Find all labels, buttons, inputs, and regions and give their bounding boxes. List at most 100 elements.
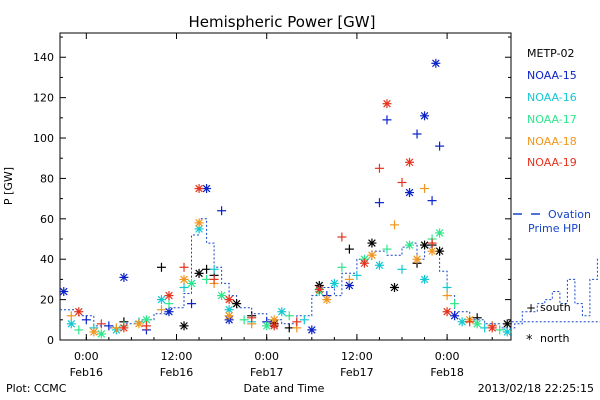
point-north-noaa-17: [435, 228, 445, 238]
x-tick-label-date: Feb16: [70, 366, 103, 379]
point-north-noaa-18: [224, 311, 234, 321]
x-axis: 0:00 Feb16 12:00 Feb16 0:00 Feb17 12:00 Feb17 0:…: [70, 33, 493, 379]
point-north-metp-02: [389, 282, 399, 292]
point-south-metp-02: [344, 244, 354, 254]
x-tick-label-time: 12:00: [161, 350, 193, 363]
point-south-noaa-17: [74, 325, 84, 335]
point-north-noaa-19: [119, 323, 129, 333]
point-south-metp-02: [284, 323, 294, 333]
point-south-noaa-16: [179, 282, 189, 292]
point-north-noaa-19: [487, 323, 497, 333]
legend-entry-noaa-18: NOAA-18: [527, 135, 577, 148]
legend-ovation-line2: Prime HPI: [528, 222, 581, 235]
point-north-noaa-19: [74, 307, 84, 317]
series-noaa-16: [66, 224, 512, 337]
point-north-noaa-18: [427, 246, 437, 256]
point-north-noaa-15: [164, 307, 174, 317]
point-south-noaa-15: [217, 206, 227, 216]
point-north-noaa-19: [269, 321, 279, 331]
point-north-metp-02: [367, 238, 377, 248]
x-tick-label-time: 12:00: [341, 350, 373, 363]
series-noaa-15: [59, 58, 497, 335]
point-south-noaa-19: [427, 238, 437, 248]
x-tick-label-date: Feb16: [160, 366, 193, 379]
point-south-noaa-19: [96, 319, 106, 329]
legend-north-symbol: *: [526, 333, 533, 348]
point-north-noaa-15: [344, 280, 354, 290]
point-north-noaa-18: [322, 295, 332, 305]
point-south-noaa-16: [299, 315, 309, 325]
point-north-noaa-16: [66, 319, 76, 329]
plot-credit: Plot: CCMC: [6, 382, 67, 395]
point-north-noaa-18: [367, 250, 377, 260]
point-south-noaa-18: [66, 311, 76, 321]
scatter-points: [59, 58, 512, 339]
point-south-noaa-15: [412, 129, 422, 139]
point-north-noaa-15: [431, 58, 441, 68]
point-north-noaa-16: [457, 317, 467, 327]
chart-title: Hemispheric Power [GW]: [189, 13, 376, 31]
legend-entry-noaa-16: NOAA-16: [527, 91, 577, 104]
point-south-noaa-19: [247, 313, 257, 323]
point-south-metp-02: [156, 262, 166, 272]
point-north-noaa-15: [450, 311, 460, 321]
point-south-noaa-16: [397, 264, 407, 274]
point-north-noaa-16: [329, 278, 339, 288]
x-tick-label-time: 0:00: [435, 350, 460, 363]
point-north-metp-02: [232, 299, 242, 309]
point-south-noaa-18: [442, 291, 452, 301]
point-south-noaa-17: [382, 244, 392, 254]
plot-frame: [59, 32, 512, 341]
point-north-noaa-18: [89, 327, 99, 337]
point-north-noaa-19: [382, 99, 392, 109]
point-south-noaa-19: [292, 317, 302, 327]
point-north-noaa-17: [405, 240, 415, 250]
point-south-noaa-17: [239, 315, 249, 325]
point-south-noaa-17: [202, 274, 212, 284]
y-tick-label: 40: [40, 253, 54, 266]
point-south-noaa-17: [164, 299, 174, 309]
x-axis-label: Date and Time: [244, 382, 325, 395]
point-north-noaa-16: [374, 260, 384, 270]
point-north-noaa-19: [405, 157, 415, 167]
point-south-noaa-19: [179, 262, 189, 272]
point-south-noaa-15: [104, 321, 114, 331]
point-north-noaa-17: [141, 315, 151, 325]
point-south-noaa-18: [111, 323, 121, 333]
point-south-noaa-17: [337, 262, 347, 272]
legend: METP-02 NOAA-15 NOAA-16 NOAA-17 NOAA-18 …: [513, 47, 591, 348]
point-north-noaa-16: [420, 274, 430, 284]
point-south-noaa-16: [209, 264, 219, 274]
y-tick-label: 80: [40, 172, 54, 185]
point-south-noaa-17: [450, 299, 460, 309]
point-north-metp-02: [194, 268, 204, 278]
point-south-noaa-15: [435, 141, 445, 151]
y-axis-label: P [GW]: [2, 167, 15, 205]
y-tick-label: 120: [33, 92, 54, 105]
series-noaa-17: [74, 228, 505, 339]
point-north-noaa-19: [314, 285, 324, 295]
y-tick-label: 140: [33, 51, 54, 64]
point-north-noaa-18: [412, 254, 422, 264]
point-north-noaa-15: [307, 325, 317, 335]
point-north-metp-02: [435, 246, 445, 256]
point-north-noaa-18: [194, 218, 204, 228]
point-south-noaa-15: [187, 299, 197, 309]
point-south-noaa-16: [352, 270, 362, 280]
point-north-metp-02: [502, 319, 512, 329]
point-south-noaa-15: [427, 196, 437, 206]
x-tick-label-date: Feb18: [430, 366, 463, 379]
y-tick-label: 20: [40, 294, 54, 307]
plot-timestamp: 2013/02/18 22:25:15: [478, 382, 594, 395]
point-north-noaa-16: [502, 327, 512, 337]
point-north-noaa-17: [472, 319, 482, 329]
point-south-noaa-18: [344, 274, 354, 284]
point-north-noaa-15: [119, 272, 129, 282]
point-south-noaa-17: [284, 311, 294, 321]
point-north-noaa-15: [405, 188, 415, 198]
point-south-noaa-15: [382, 115, 392, 125]
legend-entry-noaa-19: NOAA-19: [527, 156, 577, 169]
point-north-noaa-17: [217, 291, 227, 301]
point-north-noaa-19: [359, 258, 369, 268]
